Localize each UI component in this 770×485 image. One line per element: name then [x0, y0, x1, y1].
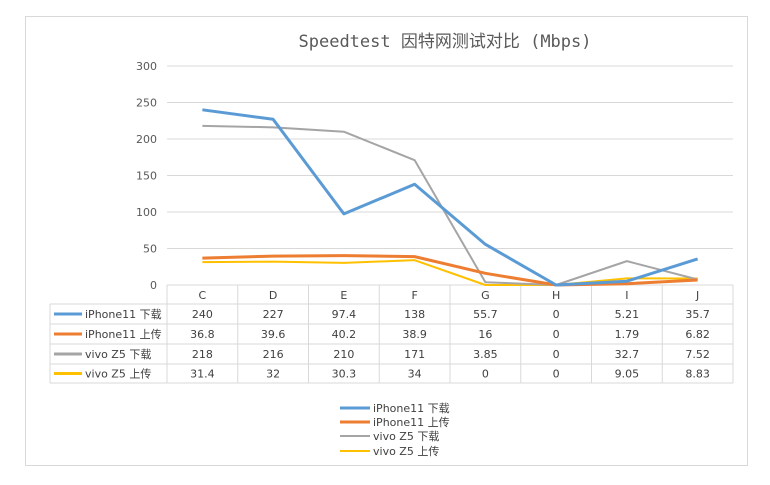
data-table-cell: 138: [404, 308, 425, 321]
category-label: E: [340, 289, 347, 302]
data-table-cell: 35.7: [685, 308, 710, 321]
data-table-cell: 171: [404, 348, 425, 361]
legend-label: vivo Z5 上传: [373, 445, 439, 458]
y-tick-label: 0: [150, 279, 157, 292]
data-table-cell: 7.52: [685, 348, 710, 361]
chart-title: Speedtest 因特网测试对比 (Mbps): [299, 32, 592, 52]
chart-frame: [25, 16, 748, 466]
category-label: F: [411, 289, 417, 302]
data-table-cell: 5.21: [615, 308, 640, 321]
data-table-cell: 0: [553, 328, 560, 341]
data-table-cell: 16: [478, 328, 492, 341]
data-table-cell: 32: [266, 368, 280, 381]
data-table-cell: 36.8: [190, 328, 215, 341]
legend-label: iPhone11 下载: [373, 402, 450, 415]
data-table-cell: 39.6: [261, 328, 286, 341]
category-label: C: [199, 289, 207, 302]
y-tick-label: 200: [136, 133, 157, 146]
data-table-cell: 30.3: [332, 368, 357, 381]
data-table-cell: 3.85: [473, 348, 498, 361]
data-table-cell: 6.82: [685, 328, 710, 341]
data-table-cell: 34: [408, 368, 422, 381]
data-table-cell: 97.4: [332, 308, 357, 321]
data-table-cell: 240: [192, 308, 213, 321]
category-label: G: [481, 289, 490, 302]
series-line-2: [202, 124, 698, 286]
data-table-cell: 9.05: [615, 368, 640, 381]
data-table-cell: 0: [553, 368, 560, 381]
data-table-cell: 31.4: [190, 368, 215, 381]
table-series-label: iPhone11 上传: [85, 328, 162, 341]
category-label: D: [269, 289, 277, 302]
data-table-cell: 210: [333, 348, 354, 361]
data-table-cell: 227: [263, 308, 284, 321]
category-label: H: [552, 289, 560, 302]
legend-label: vivo Z5 下载: [373, 430, 439, 443]
data-table-cell: 0: [553, 308, 560, 321]
data-table-cell: 218: [192, 348, 213, 361]
data-table-cell: 0: [482, 368, 489, 381]
table-series-label: vivo Z5 下载: [85, 348, 151, 361]
category-label: J: [695, 289, 699, 302]
y-tick-label: 250: [136, 97, 157, 110]
y-tick-label: 300: [136, 60, 157, 73]
legend-label: iPhone11 上传: [373, 416, 450, 429]
category-label: I: [625, 289, 628, 302]
table-series-label: vivo Z5 上传: [85, 368, 151, 381]
series-line-1: [202, 254, 698, 287]
data-table-cell: 216: [263, 348, 284, 361]
series-line-3: [202, 259, 698, 286]
y-tick-label: 150: [136, 170, 157, 183]
series-line-0: [202, 108, 699, 287]
data-table-cell: 38.9: [402, 328, 427, 341]
data-table-cell: 40.2: [332, 328, 357, 341]
data-table-cell: 55.7: [473, 308, 498, 321]
data-table-cell: 32.7: [615, 348, 640, 361]
table-series-label: iPhone11 下载: [85, 308, 162, 321]
data-table-cell: 8.83: [685, 368, 710, 381]
data-table-cell: 1.79: [615, 328, 640, 341]
y-tick-label: 100: [136, 206, 157, 219]
y-tick-label: 50: [143, 243, 157, 256]
data-table-cell: 0: [553, 348, 560, 361]
